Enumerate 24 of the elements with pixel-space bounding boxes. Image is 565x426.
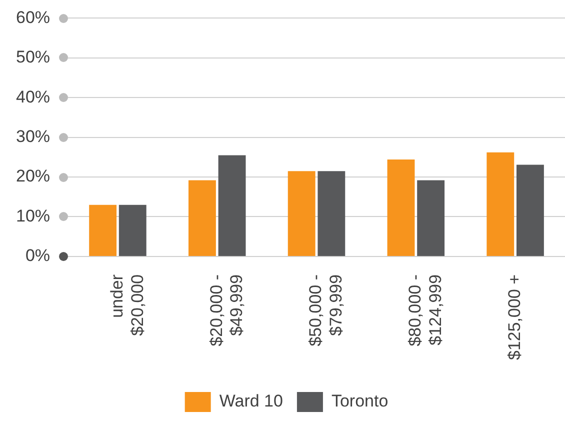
y-tick-label: 60% (16, 8, 50, 27)
x-tick-label: under $20,000 (107, 274, 147, 336)
bar (516, 164, 544, 256)
bar (218, 155, 246, 256)
x-tick-label: $80,000 - $124,999 (406, 274, 445, 346)
bar (89, 204, 117, 256)
x-tick-label: $20,000 - $49,999 (206, 274, 246, 346)
legend-label: Toronto (331, 392, 388, 411)
bar (486, 152, 514, 256)
y-tick-label: 10% (16, 206, 50, 226)
x-tick-label: $125,000 + (504, 274, 524, 360)
bar (387, 160, 415, 256)
y-tick-label: 50% (16, 48, 50, 67)
y-tick-label: 40% (16, 87, 50, 106)
x-tick-label: $50,000 - $79,999 (306, 274, 346, 346)
legend-label: Ward 10 (219, 392, 283, 411)
y-tick-label: 20% (16, 166, 50, 186)
bar (118, 204, 146, 256)
y-tick-label: 30% (16, 127, 50, 146)
bar (188, 180, 216, 256)
y-tick-label: 0% (25, 246, 50, 266)
bar (318, 171, 346, 256)
bar (417, 180, 445, 256)
bar (288, 171, 316, 256)
